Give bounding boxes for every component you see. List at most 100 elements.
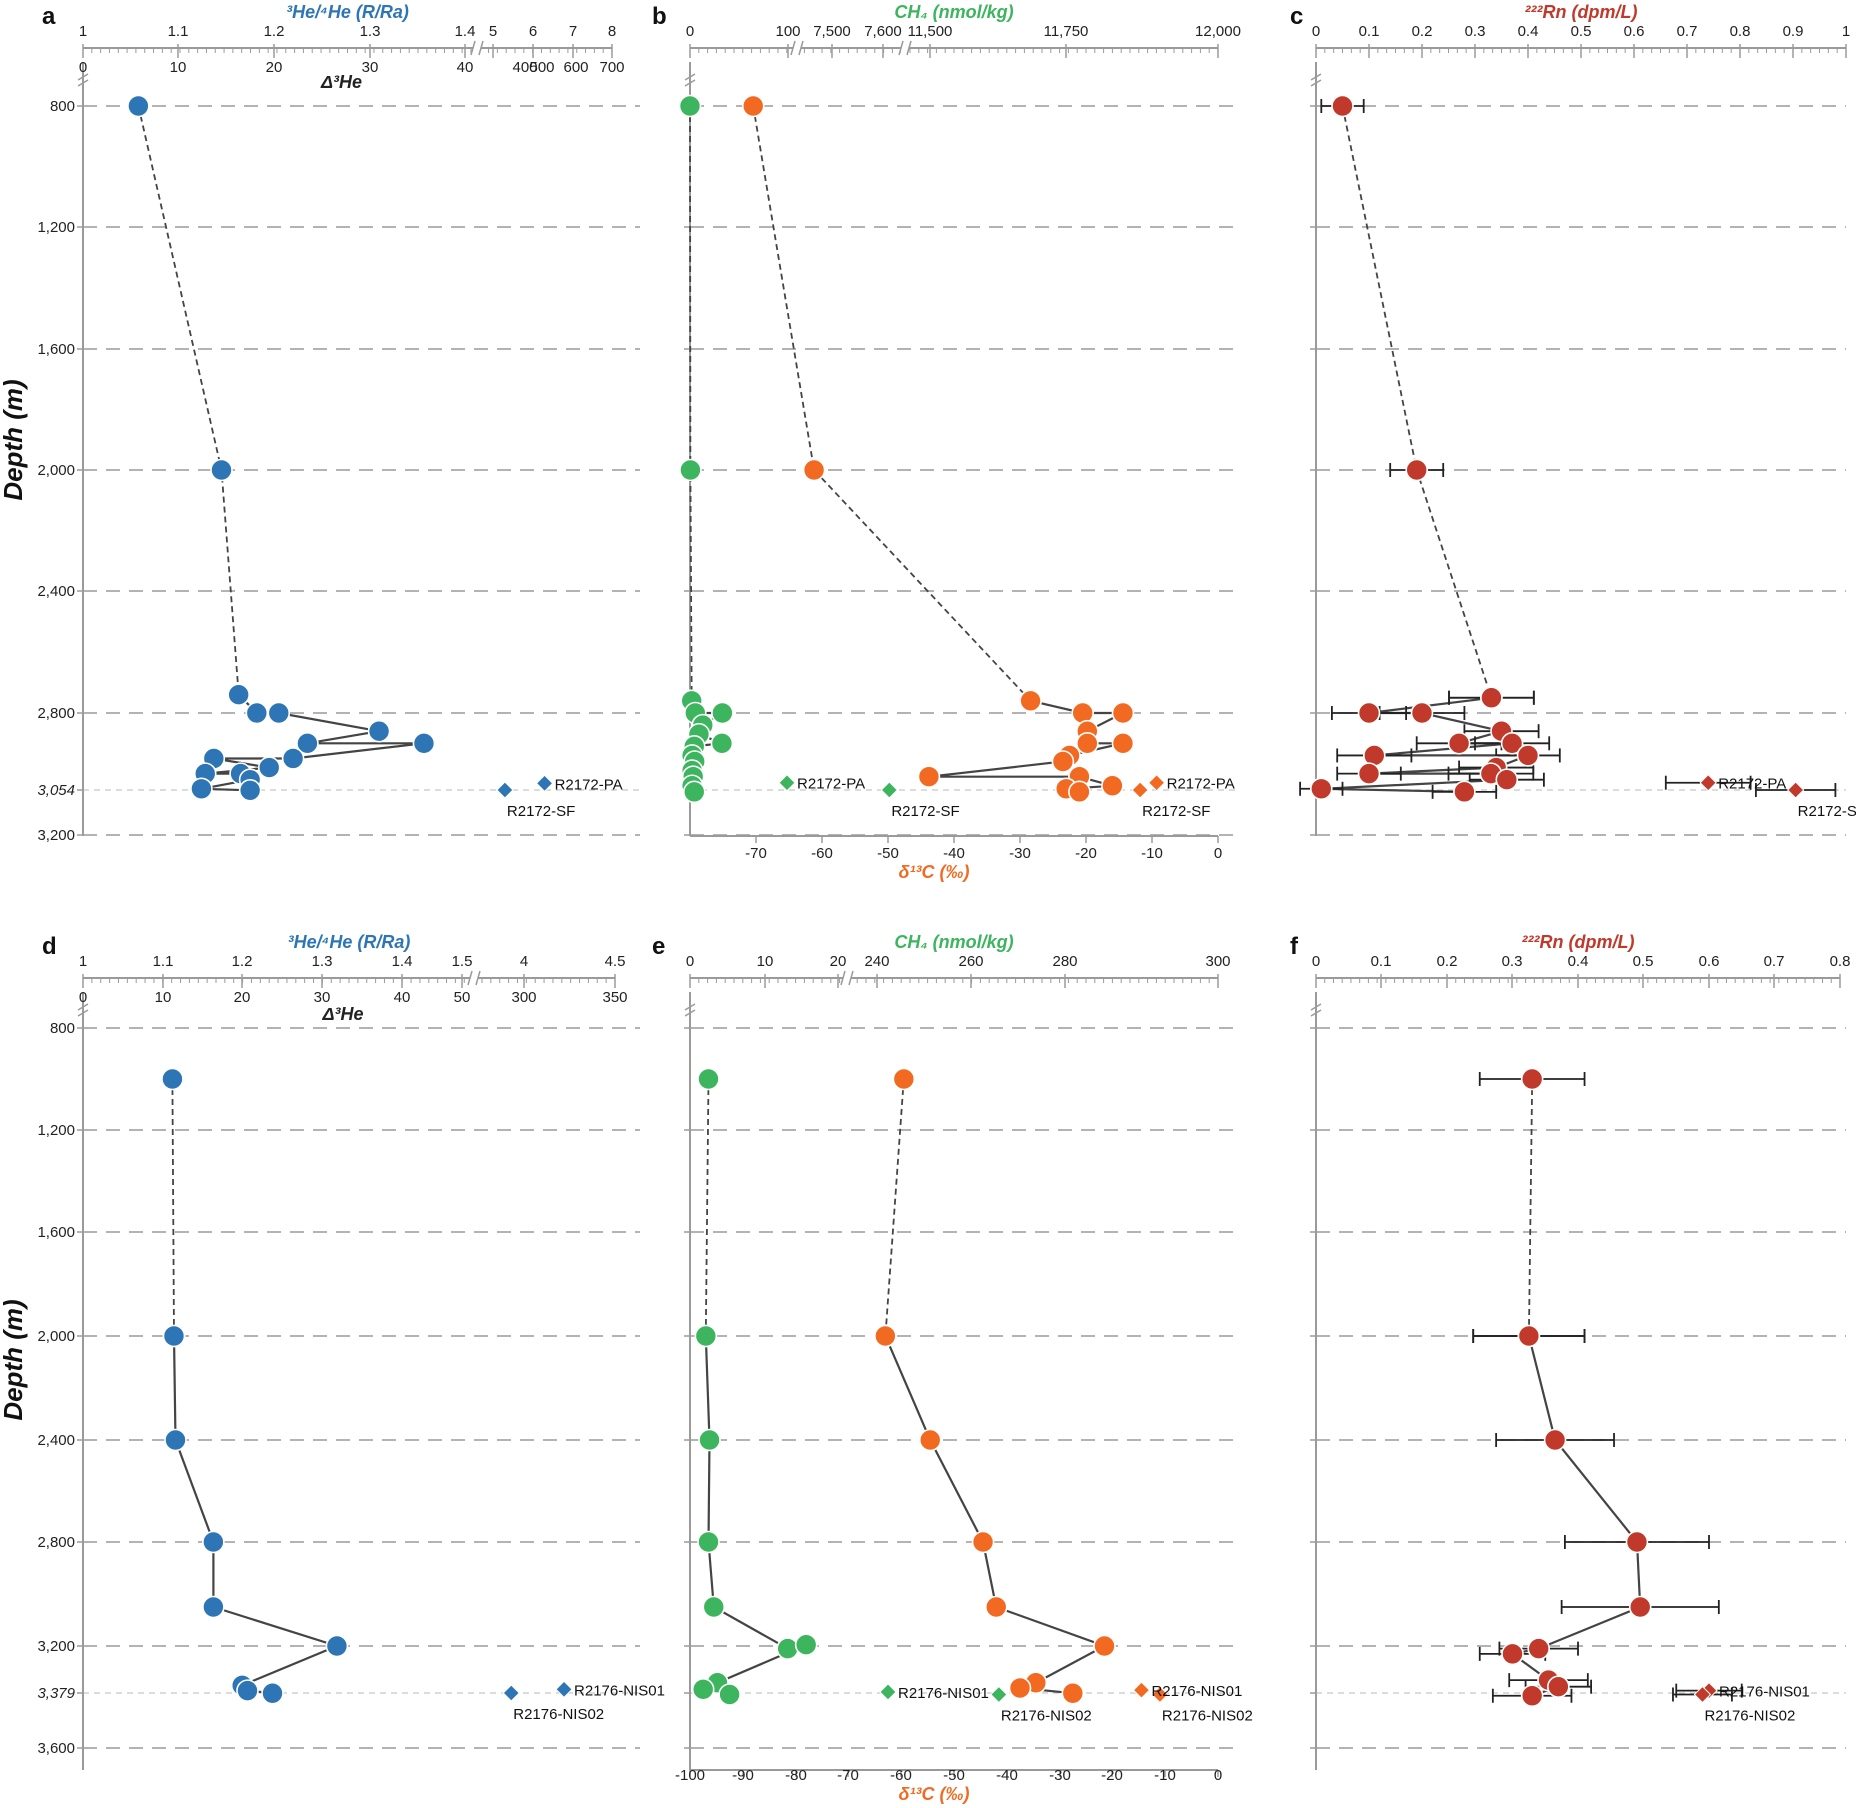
- series-line-c-0: [1341, 105, 1493, 699]
- reference-label-d: R2176-NIS02: [513, 1706, 604, 1723]
- data-point-c: [1495, 768, 1519, 791]
- data-point-c: [1331, 94, 1354, 118]
- data-point-a: [190, 777, 213, 801]
- data-point-a: [210, 458, 233, 482]
- top-axis-tick-label-f: 0.4: [1568, 953, 1589, 970]
- data-point-c: [1453, 780, 1476, 804]
- panel-label-d: d: [42, 933, 57, 960]
- data-point-c: [1516, 744, 1540, 767]
- top-axis-tick-label-d: 4: [520, 953, 528, 970]
- panel-label-c: c: [1290, 3, 1303, 30]
- data-point-e: [776, 1637, 799, 1660]
- data-point-b: [1051, 750, 1075, 773]
- axis-break-mark-b: [790, 40, 804, 56]
- error-bars-layer: [1299, 99, 1837, 1703]
- data-point-e: [918, 1428, 942, 1452]
- data-point-e: [694, 1324, 718, 1348]
- data-point-f: [1520, 1067, 1544, 1091]
- depth-tick-label-a: 3,200: [37, 827, 75, 844]
- top-axis-tick-label-a: 1: [79, 23, 87, 40]
- left-axis-break-c: [1310, 73, 1322, 87]
- top-axis-tick-label-e: 0: [686, 953, 694, 970]
- data-point-c: [1447, 732, 1471, 755]
- data-point-b: [678, 94, 702, 118]
- top-axis-title-c: ²²²Rn (dpm/L): [1525, 2, 1638, 22]
- top-axis-tick-label-c: 0.7: [1677, 23, 1698, 40]
- data-point-b: [802, 458, 826, 482]
- data-point-e: [698, 1428, 721, 1452]
- y-axis-title-top: Depth (m): [0, 379, 28, 500]
- reference-marker-d: [555, 1680, 573, 1699]
- data-point-d: [325, 1634, 349, 1658]
- series-line-f-0: [1528, 1078, 1534, 1337]
- bottom-axis-title-e: δ¹³C (‰): [899, 1784, 970, 1804]
- top-axis-title-a: ³He/⁴He (R/Ra): [286, 2, 409, 22]
- reference-marker-b: [1147, 774, 1166, 792]
- data-point-a: [412, 732, 436, 755]
- data-point-a: [267, 701, 291, 725]
- data-point-e: [697, 1530, 720, 1554]
- data-point-e: [1008, 1676, 1032, 1700]
- secondary-axis-tick-label-a: 700: [599, 59, 624, 76]
- data-point-c: [1357, 701, 1381, 725]
- depth-tick-label-d: 2,400: [37, 1432, 75, 1449]
- data-point-a: [227, 683, 250, 707]
- data-point-b: [1068, 780, 1091, 804]
- bottom-axis-tick-label-e: -70: [837, 1767, 859, 1784]
- secondary-axis-tick-label-d: 300: [511, 989, 536, 1006]
- data-point-b: [1019, 689, 1042, 713]
- data-point-e: [697, 1067, 720, 1091]
- bottom-axis-tick-label-b: -30: [1009, 845, 1031, 862]
- bottom-axis-tick-label-e: -100: [675, 1767, 705, 1784]
- secondary-axis-tick-label-a: 600: [563, 59, 588, 76]
- reference-marker-b: [1131, 781, 1149, 799]
- top-axis-tick-label-e: 240: [864, 953, 889, 970]
- top-axis-tick-label-f: 0.5: [1633, 953, 1654, 970]
- data-point-b: [1111, 701, 1135, 725]
- bottom-axis-tick-label-e: -20: [1101, 1767, 1123, 1784]
- data-point-d: [164, 1428, 187, 1452]
- reference-label-e: R2176-NIS01: [1151, 1683, 1242, 1700]
- top-axis-tick-label-e: 20: [830, 953, 847, 970]
- data-point-c: [1410, 701, 1434, 725]
- secondary-axis-tick-label-d: 350: [602, 989, 627, 1006]
- reference-marker-e: [879, 1683, 897, 1701]
- top-axis-tick-label-e: 300: [1205, 953, 1230, 970]
- reference-marker-c: [1786, 781, 1805, 799]
- reference-marker-b: [778, 774, 796, 792]
- top-axis-tick-label-c: 0.3: [1465, 23, 1486, 40]
- top-axis-tick-label-b: 12,000: [1195, 23, 1241, 40]
- series-line-d-0: [171, 1078, 175, 1337]
- bottom-axis-tick-label-e: -30: [1049, 1767, 1071, 1784]
- data-point-e: [1061, 1681, 1085, 1705]
- top-axis-tick-label-d: 1.1: [153, 953, 174, 970]
- depth-tick-label-d: 800: [50, 1020, 75, 1037]
- bottom-axis-tick-label-b: -60: [811, 845, 833, 862]
- bottom-axis-tick-label-e: -90: [732, 1767, 754, 1784]
- top-axis-tick-label-d: 4.5: [605, 953, 626, 970]
- reference-marker-f: [1693, 1685, 1712, 1704]
- data-point-b: [682, 780, 706, 804]
- top-axis-tick-label-a: 5: [489, 23, 497, 40]
- data-point-e: [702, 1595, 726, 1619]
- axis-break-mask-e: [843, 970, 851, 986]
- depth-tick-label-d: 1,200: [37, 1122, 75, 1139]
- top-axis-tick-label-f: 0.3: [1502, 953, 1523, 970]
- top-axis-tick-label-c: 0.5: [1571, 23, 1592, 40]
- reference-marker-a: [496, 781, 514, 799]
- data-point-e: [794, 1633, 818, 1656]
- data-point-d: [162, 1324, 186, 1348]
- top-axis-tick-label-a: 8: [608, 23, 616, 40]
- data-point-e: [984, 1595, 1008, 1619]
- top-axis-tick-label-c: 0.8: [1730, 23, 1751, 40]
- data-point-b: [1111, 732, 1135, 755]
- reference-label-a: R2172-PA: [555, 776, 623, 793]
- data-point-c: [1310, 777, 1333, 801]
- top-axis-tick-label-c: 0.1: [1359, 23, 1380, 40]
- data-point-c: [1500, 732, 1524, 755]
- depth-tick-label-d: 2,800: [37, 1534, 75, 1551]
- data-point-a: [238, 779, 262, 802]
- reference-marker-b: [880, 781, 899, 799]
- left-axis-break-f: [1310, 1003, 1322, 1017]
